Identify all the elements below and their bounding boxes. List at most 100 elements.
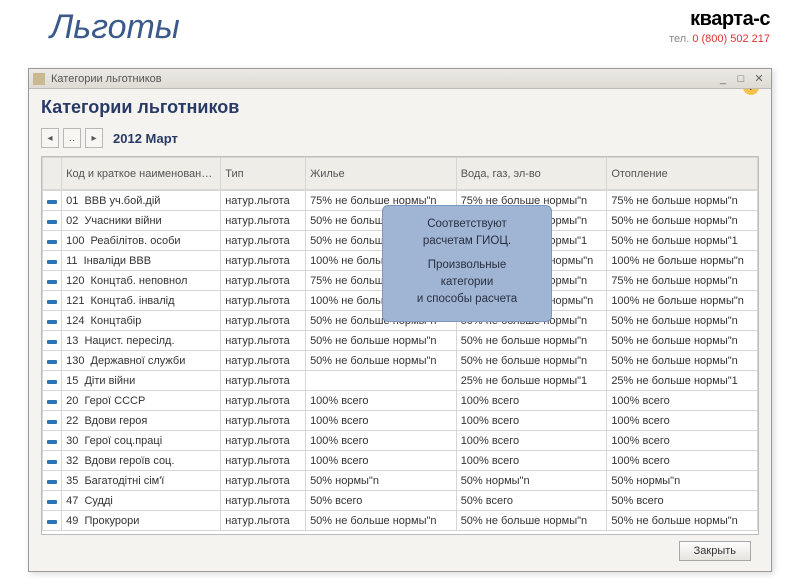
cell-heat[interactable]: 100% не больше нормы"n [607, 251, 758, 271]
cell-heat[interactable]: 100% всего [607, 391, 758, 411]
table-row[interactable]: 22 Вдови героянатур.льгота100% всего100%… [43, 411, 758, 431]
cell-water[interactable]: 50% не больше нормы"n [456, 331, 607, 351]
table-row[interactable]: 49 Прокуроринатур.льгота50% не больше но… [43, 511, 758, 531]
cell-code[interactable]: 01 ВВВ уч.бой.дій [62, 191, 221, 211]
cell-type[interactable]: натур.льгота [221, 231, 306, 251]
cell-type[interactable]: натур.льгота [221, 191, 306, 211]
period-pick-button[interactable]: ‥ [63, 128, 81, 148]
cell-housing[interactable]: 100% всего [306, 451, 457, 471]
cell-heat[interactable]: 50% не больше нормы"n [607, 211, 758, 231]
table-row[interactable]: 20 Герої СССРнатур.льгота100% всего100% … [43, 391, 758, 411]
row-marker-icon [47, 480, 57, 484]
col-header-water[interactable]: Вода, газ, эл-во [456, 158, 607, 190]
period-next-button[interactable]: ▸ [85, 128, 103, 148]
cell-housing[interactable]: 50% не больше нормы"n [306, 511, 457, 531]
cell-water[interactable]: 100% всего [456, 391, 607, 411]
col-header-code[interactable]: Код и краткое наименование категории [62, 158, 221, 190]
cell-code[interactable]: 49 Прокурори [62, 511, 221, 531]
period-prev-button[interactable]: ◂ [41, 128, 59, 148]
close-window-button[interactable]: ✕ [751, 72, 767, 86]
table-row[interactable]: 15 Діти війнинатур.льгота 25% не больше н… [43, 371, 758, 391]
cell-heat[interactable]: 100% не больше нормы"n [607, 291, 758, 311]
cell-water[interactable]: 50% не больше нормы"n [456, 511, 607, 531]
maximize-button[interactable]: □ [733, 72, 749, 86]
cell-heat[interactable]: 50% всего [607, 491, 758, 511]
cell-code[interactable]: 47 Судді [62, 491, 221, 511]
cell-heat[interactable]: 50% не больше нормы"1 [607, 231, 758, 251]
cell-type[interactable]: натур.льгота [221, 511, 306, 531]
table-row[interactable]: 32 Вдови героїв соц.натур.льгота100% все… [43, 451, 758, 471]
cell-type[interactable]: натур.льгота [221, 251, 306, 271]
cell-type[interactable]: натур.льгота [221, 431, 306, 451]
table-row[interactable]: 47 Суддінатур.льгота50% всего50% всего50… [43, 491, 758, 511]
cell-code[interactable]: 30 Герої соц.праці [62, 431, 221, 451]
col-header-housing[interactable]: Жилье [306, 158, 457, 190]
cell-code[interactable]: 32 Вдови героїв соц. [62, 451, 221, 471]
table-row[interactable]: 13 Нацист. пересілд.натур.льгота50% не б… [43, 331, 758, 351]
cell-heat[interactable]: 50% не больше нормы"n [607, 351, 758, 371]
col-header-marker[interactable] [43, 158, 62, 190]
minimize-button[interactable]: _ [715, 72, 731, 86]
cell-code[interactable]: 22 Вдови героя [62, 411, 221, 431]
cell-type[interactable]: натур.льгота [221, 391, 306, 411]
cell-water[interactable]: 100% всего [456, 411, 607, 431]
col-header-heat[interactable]: Отопление [607, 158, 758, 190]
cell-water[interactable]: 25% не больше нормы"1 [456, 371, 607, 391]
cell-heat[interactable]: 75% не больше нормы"n [607, 191, 758, 211]
cell-type[interactable]: натур.льгота [221, 451, 306, 471]
cell-type[interactable]: натур.льгота [221, 291, 306, 311]
row-marker-cell [43, 431, 62, 451]
cell-code[interactable]: 130 Державної служби [62, 351, 221, 371]
cell-housing[interactable]: 50% нормы"n [306, 471, 457, 491]
cell-type[interactable]: натур.льгота [221, 491, 306, 511]
row-marker-cell [43, 191, 62, 211]
cell-heat[interactable]: 100% всего [607, 431, 758, 451]
cell-code[interactable]: 120 Концтаб. неповнол [62, 271, 221, 291]
cell-type[interactable]: натур.льгота [221, 471, 306, 491]
cell-type[interactable]: натур.льгота [221, 271, 306, 291]
window-icon [33, 73, 45, 85]
cell-code[interactable]: 20 Герої СССР [62, 391, 221, 411]
cell-heat[interactable]: 100% всего [607, 451, 758, 471]
cell-type[interactable]: натур.льгота [221, 351, 306, 371]
cell-housing[interactable]: 50% не больше нормы"n [306, 351, 457, 371]
close-button[interactable]: Закрыть [679, 541, 751, 561]
cell-heat[interactable]: 50% не больше нормы"n [607, 331, 758, 351]
cell-code[interactable]: 124 Концтабір [62, 311, 221, 331]
cell-housing[interactable]: 100% всего [306, 391, 457, 411]
cell-code[interactable]: 02 Учасники війни [62, 211, 221, 231]
table-row[interactable]: 30 Герої соц.працінатур.льгота100% всего… [43, 431, 758, 451]
col-header-type[interactable]: Тип [221, 158, 306, 190]
cell-heat[interactable]: 50% нормы"n [607, 471, 758, 491]
cell-water[interactable]: 100% всего [456, 451, 607, 471]
cell-type[interactable]: натур.льгота [221, 371, 306, 391]
cell-housing[interactable] [306, 371, 457, 391]
table-row[interactable]: 130 Державної службинатур.льгота50% не б… [43, 351, 758, 371]
cell-type[interactable]: натур.льгота [221, 211, 306, 231]
cell-code[interactable]: 11 Інваліди ВВВ [62, 251, 221, 271]
cell-housing[interactable]: 100% всего [306, 411, 457, 431]
cell-water[interactable]: 50% не больше нормы"n [456, 351, 607, 371]
help-icon[interactable]: ? [743, 89, 759, 95]
cell-water[interactable]: 100% всего [456, 431, 607, 451]
table-row[interactable]: 35 Багатодітні сім'їнатур.льгота50% норм… [43, 471, 758, 491]
cell-code[interactable]: 100 Реабілітов. особи [62, 231, 221, 251]
cell-housing[interactable]: 100% всего [306, 431, 457, 451]
cell-housing[interactable]: 50% не больше нормы"n [306, 331, 457, 351]
cell-water[interactable]: 50% всего [456, 491, 607, 511]
phone-prefix: тел. [669, 33, 692, 45]
cell-heat[interactable]: 75% не больше нормы"n [607, 271, 758, 291]
cell-heat[interactable]: 50% не больше нормы"n [607, 311, 758, 331]
cell-type[interactable]: натур.льгота [221, 311, 306, 331]
cell-water[interactable]: 50% нормы"n [456, 471, 607, 491]
cell-heat[interactable]: 25% не больше нормы"1 [607, 371, 758, 391]
cell-type[interactable]: натур.льгота [221, 411, 306, 431]
cell-heat[interactable]: 100% всего [607, 411, 758, 431]
cell-code[interactable]: 13 Нацист. пересілд. [62, 331, 221, 351]
cell-code[interactable]: 35 Багатодітні сім'ї [62, 471, 221, 491]
cell-code[interactable]: 121 Концтаб. інвалід [62, 291, 221, 311]
cell-housing[interactable]: 50% всего [306, 491, 457, 511]
cell-code[interactable]: 15 Діти війни [62, 371, 221, 391]
cell-heat[interactable]: 50% не больше нормы"n [607, 511, 758, 531]
cell-type[interactable]: натур.льгота [221, 331, 306, 351]
